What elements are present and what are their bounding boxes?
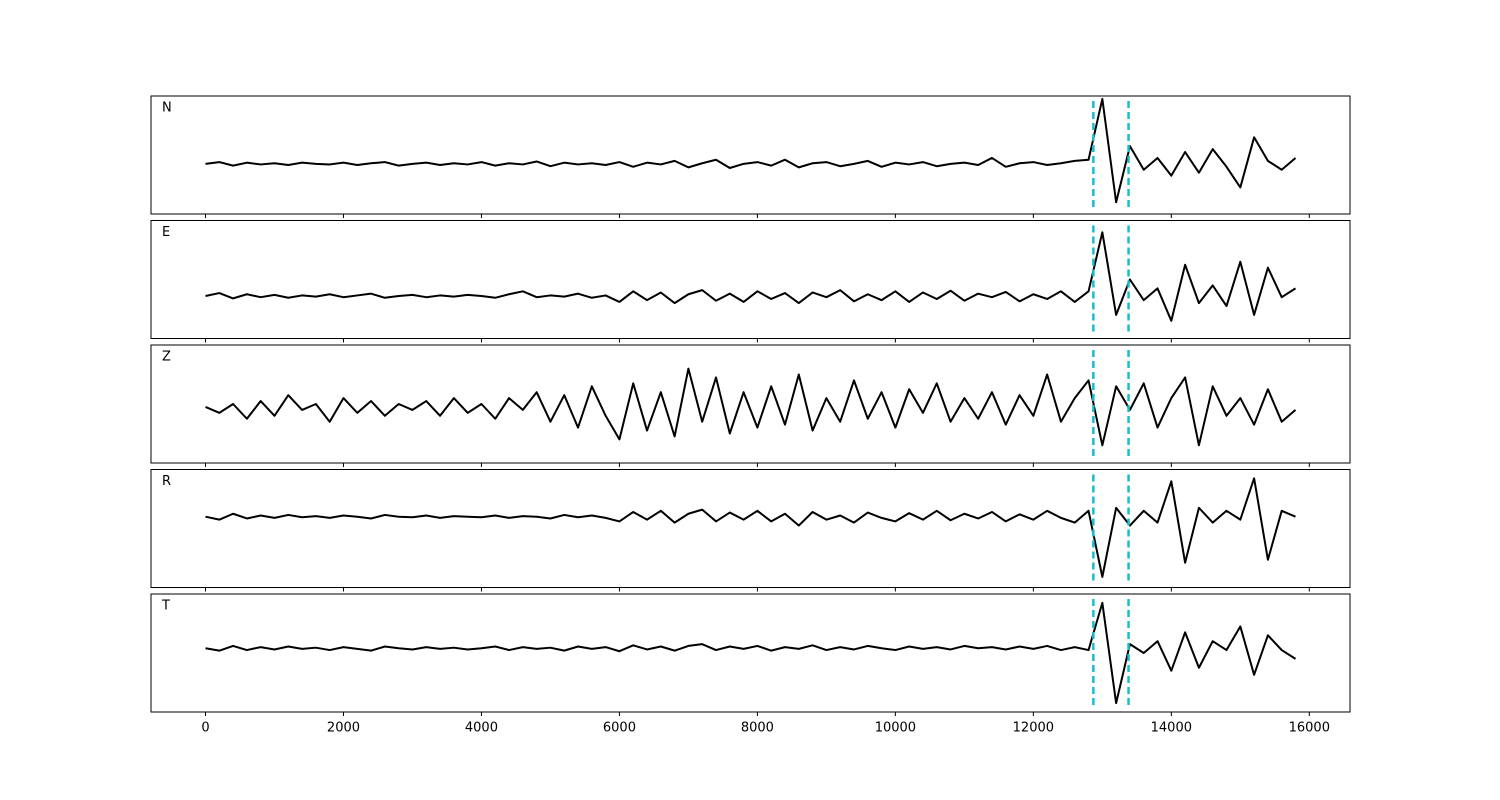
trace — [205, 231, 1297, 322]
panel-frame — [150, 95, 1351, 215]
x-tick-label: 10000 — [875, 721, 916, 736]
x-tick-label: 14000 — [1151, 721, 1192, 736]
x-tick-label: 16000 — [1289, 721, 1330, 736]
x-tick-label: 4000 — [465, 721, 498, 736]
trace — [205, 601, 1297, 705]
x-tick-label: 6000 — [603, 721, 636, 736]
panel-label: T — [161, 599, 170, 614]
x-tick-label: 12000 — [1013, 721, 1054, 736]
trace — [205, 367, 1297, 447]
trace — [205, 477, 1296, 578]
panel-frame — [150, 593, 1351, 713]
panel-frame — [150, 344, 1351, 464]
panel-frame — [150, 220, 1351, 339]
panel-label: R — [162, 474, 171, 489]
x-tick-label: 8000 — [741, 721, 774, 736]
trace — [205, 97, 1297, 204]
panel-label: N — [162, 101, 172, 116]
x-tick-label: 2000 — [327, 721, 360, 736]
panel-label: E — [162, 225, 170, 240]
panel-label: Z — [162, 350, 171, 365]
panel-frame — [150, 469, 1351, 588]
x-tick-label: 0 — [201, 721, 209, 736]
